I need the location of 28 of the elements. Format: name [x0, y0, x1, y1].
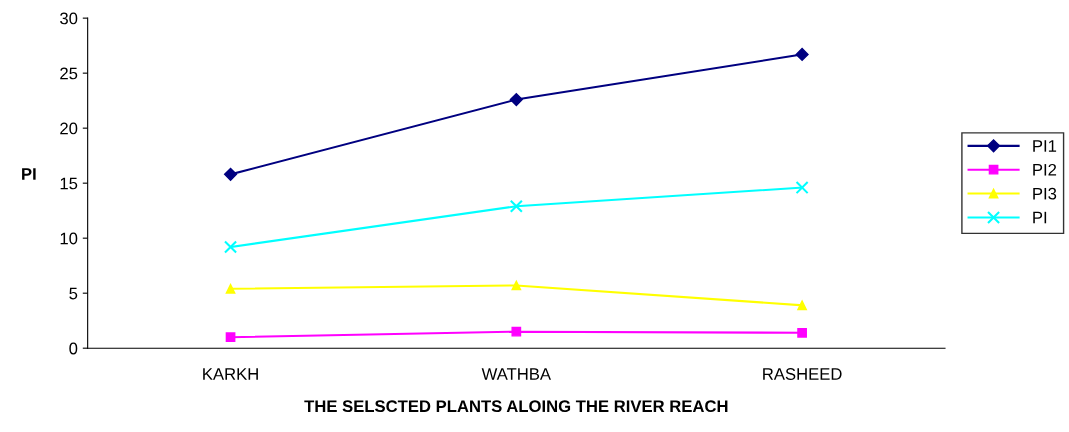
point: [511, 326, 522, 337]
y-tick-label: 25: [60, 67, 78, 80]
y-tick-label: 30: [60, 12, 78, 25]
legend-label: PI2: [1033, 163, 1057, 176]
x-tick-label: RASHEED: [763, 368, 842, 380]
y-tick-label: 10: [60, 232, 78, 245]
y-tick-label: 15: [60, 177, 78, 190]
point: [225, 332, 236, 343]
point: [509, 92, 523, 107]
legend-label: PI1: [1033, 140, 1057, 152]
legend-label: PI3: [1033, 187, 1057, 200]
x-tick-label: WATHBA: [481, 368, 552, 380]
point: [509, 199, 523, 213]
point: [795, 47, 809, 62]
y-tick-label: 5: [69, 287, 78, 300]
point: [795, 180, 809, 195]
y-axis-title: PI: [22, 168, 36, 180]
point: [797, 300, 807, 311]
point: [797, 327, 807, 338]
y-tick-label: 20: [60, 122, 78, 135]
x-tick-label: KARKH: [203, 368, 258, 380]
legend-label: PI: [1033, 211, 1047, 224]
point: [223, 240, 238, 254]
point: [223, 167, 238, 181]
point: [511, 280, 522, 291]
y-tick-label: 0: [69, 342, 78, 355]
x-axis-title: THE SELSCTED PLANTS ALOING THE RIVER REACH: [304, 400, 728, 413]
point: [225, 283, 236, 294]
